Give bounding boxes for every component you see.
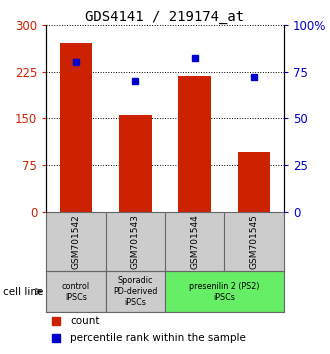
Bar (59, 44, 92, 212)
Text: percentile rank within the sample: percentile rank within the sample (70, 333, 246, 343)
Text: control
IPSCs: control IPSCs (62, 281, 90, 302)
Text: GSM701542: GSM701542 (71, 214, 81, 269)
Bar (106, 271, 165, 313)
Bar (165, 271, 284, 313)
Title: GDS4141 / 219174_at: GDS4141 / 219174_at (85, 10, 245, 24)
Text: GSM701545: GSM701545 (249, 214, 259, 269)
Bar (178, 76, 211, 212)
Text: count: count (70, 316, 99, 326)
Text: GSM701544: GSM701544 (190, 214, 199, 269)
Bar (238, 153, 271, 212)
Text: presenilin 2 (PS2)
iPSCs: presenilin 2 (PS2) iPSCs (189, 281, 260, 302)
Text: GSM701543: GSM701543 (131, 214, 140, 269)
Bar (46, 271, 106, 313)
Bar (119, 115, 151, 212)
Text: Sporadic
PD-derived
iPSCs: Sporadic PD-derived iPSCs (113, 276, 157, 307)
Text: cell line: cell line (3, 287, 44, 297)
